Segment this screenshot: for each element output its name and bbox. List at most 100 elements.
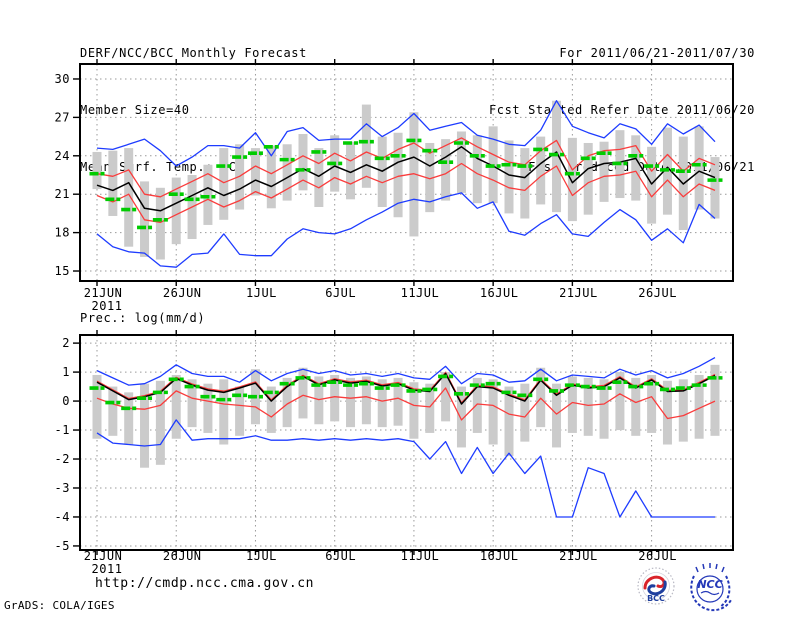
member-spread-bar xyxy=(552,100,562,213)
member-spread-bar xyxy=(536,136,546,205)
member-spread-bar xyxy=(694,374,704,439)
member-spread-bar xyxy=(694,126,704,210)
member-spread-bar xyxy=(393,132,403,218)
ensemble-max-line xyxy=(96,357,716,386)
y-tick-label: 21 xyxy=(55,187,70,201)
member-spread-bar xyxy=(298,134,308,191)
x-tick-label: 1JUL xyxy=(246,549,277,563)
member-spread-bar xyxy=(520,148,530,219)
member-spread-bar xyxy=(330,374,340,422)
member-spread-bar xyxy=(361,104,371,188)
y-tick-label: 27 xyxy=(55,110,70,124)
member-spread-bar xyxy=(583,142,593,215)
bcc-red-swirl xyxy=(643,575,666,590)
member-spread-bar xyxy=(472,377,482,433)
member-spread-bar xyxy=(504,386,514,457)
x-tick-label: 6JUL xyxy=(325,549,356,563)
x-tick-label: 1JUL xyxy=(246,286,277,300)
member-spread-bar xyxy=(678,379,688,442)
member-spread-bar xyxy=(298,367,308,419)
y-tick-label: 24 xyxy=(55,149,70,163)
member-spread-bar xyxy=(631,135,641,201)
upper-quartile-line xyxy=(96,371,716,404)
member-spread-bar xyxy=(203,383,213,433)
y-tick-label: -2 xyxy=(55,452,70,466)
y-tick-label: 15 xyxy=(55,264,70,278)
ensemble-mean-line xyxy=(96,372,716,405)
x-tick-label: 26JUL xyxy=(638,549,677,563)
member-spread-bar xyxy=(393,377,403,426)
x-year-label: 2011 xyxy=(92,562,123,576)
ncc-wreath xyxy=(690,563,732,612)
ensemble-max-line xyxy=(96,100,716,167)
plot-box xyxy=(79,334,734,551)
member-spread-bar xyxy=(92,374,102,439)
ensemble-min-line xyxy=(96,419,715,518)
member-spread-bar xyxy=(250,148,260,196)
y-tick-label: 2 xyxy=(62,336,70,350)
y-tick-label: 1 xyxy=(62,365,70,379)
member-spread-bar xyxy=(203,164,213,225)
lower-quartile-line xyxy=(96,387,716,421)
ncc-logo-label: NCC xyxy=(697,578,722,591)
forecast-range-label: For 2011/06/21-2011/07/30 xyxy=(559,46,755,60)
member-spread-bar xyxy=(567,137,577,222)
temperature-forecast-chart: 30 27 24 21 18 15 21JUN 26JUN 1JUL 6JUL 11JUL 16JUL… xyxy=(55,59,734,313)
member-spread-bar xyxy=(583,377,593,436)
x-tick-label: 26JUN xyxy=(163,549,202,563)
member-spread-bar xyxy=(425,142,435,213)
member-spread-bar xyxy=(155,380,165,465)
member-spread-bar xyxy=(456,386,466,448)
ncc-logo: NCC xyxy=(690,563,732,612)
member-spread-bar xyxy=(409,382,419,439)
bcc-logo: BCC xyxy=(637,567,675,605)
page-title: DERF/NCC/BCC Monthly Forecast xyxy=(80,46,307,60)
source-url-link[interactable]: http://cmdp.ncc.cma.gov.cn xyxy=(95,576,315,591)
member-spread-bar xyxy=(124,392,134,445)
member-spread-bar xyxy=(631,377,641,436)
member-spread-bar xyxy=(441,139,451,201)
member-spread-bar xyxy=(155,187,165,260)
member-spread-bar xyxy=(219,379,229,445)
agency-logos: BCC NCC xyxy=(634,562,744,614)
member-spread-bar xyxy=(361,376,371,425)
member-spread-bar xyxy=(314,148,324,208)
member-spread-bar xyxy=(187,379,197,428)
member-spread-bar xyxy=(615,372,625,431)
member-spread-bar xyxy=(456,131,466,193)
member-spread-bar xyxy=(441,372,451,422)
member-spread-bar xyxy=(108,150,118,216)
member-spread-bar xyxy=(140,383,150,468)
member-spread-bar xyxy=(599,141,609,202)
x-tick-label: 21JUL xyxy=(559,549,598,563)
x-tick-label: 21JUN xyxy=(84,549,123,563)
plot-box xyxy=(79,63,734,282)
x-tick-label: 11JUL xyxy=(401,286,440,300)
bcc-blue-swirl xyxy=(647,580,667,596)
bcc-logo-label: BCC xyxy=(647,594,665,603)
x-tick-label: 21JUL xyxy=(559,286,598,300)
x-tick-label: 21JUN xyxy=(84,286,123,300)
member-size-label: Member Size=40 xyxy=(80,103,190,117)
member-spread-bar xyxy=(282,144,292,201)
member-spread-bar xyxy=(92,151,102,190)
member-spread-bar xyxy=(235,386,245,436)
member-spread-bar xyxy=(472,135,482,204)
member-spread-bar xyxy=(710,364,720,436)
member-spread-bar xyxy=(124,148,134,247)
member-spread-bar xyxy=(314,376,324,425)
member-spread-bar xyxy=(377,379,387,428)
y-tick-label: 18 xyxy=(55,226,70,240)
y-tick-label: -1 xyxy=(55,423,70,437)
ensemble-min-line xyxy=(96,192,716,268)
member-spread-bar xyxy=(171,374,181,439)
y-tick-label: -4 xyxy=(55,510,70,524)
member-spread-bar xyxy=(647,146,657,224)
y-tick-label: 0 xyxy=(62,394,70,408)
member-spread-bar xyxy=(710,157,720,219)
y-tick-label: 30 xyxy=(55,72,70,86)
x-tick-label: 26JUN xyxy=(163,286,202,300)
x-tick-label: 16JUL xyxy=(480,549,519,563)
